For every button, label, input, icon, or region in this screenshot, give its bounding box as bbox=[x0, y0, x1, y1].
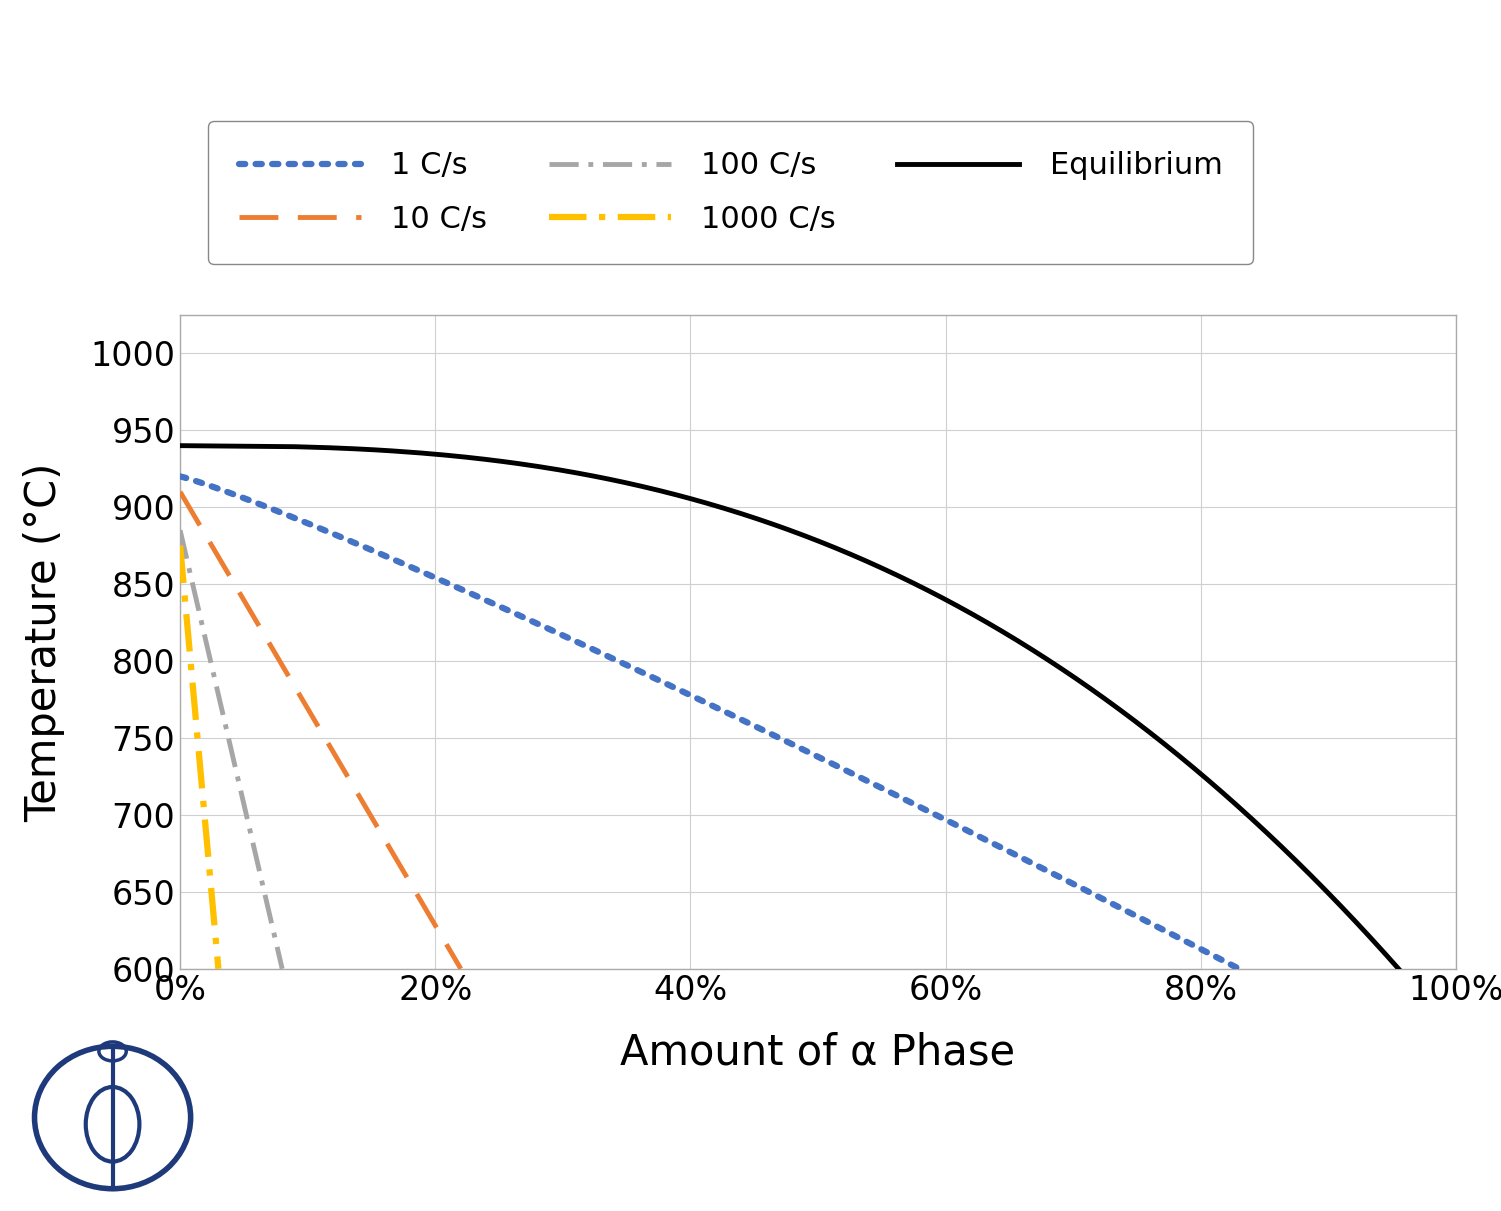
X-axis label: Amount of α Phase: Amount of α Phase bbox=[620, 1032, 1016, 1074]
Y-axis label: Temperature (°C): Temperature (°C) bbox=[23, 463, 65, 821]
Legend: 1 C/s, 10 C/s, 100 C/s, 1000 C/s, Equilibrium: 1 C/s, 10 C/s, 100 C/s, 1000 C/s, Equili… bbox=[209, 121, 1253, 264]
